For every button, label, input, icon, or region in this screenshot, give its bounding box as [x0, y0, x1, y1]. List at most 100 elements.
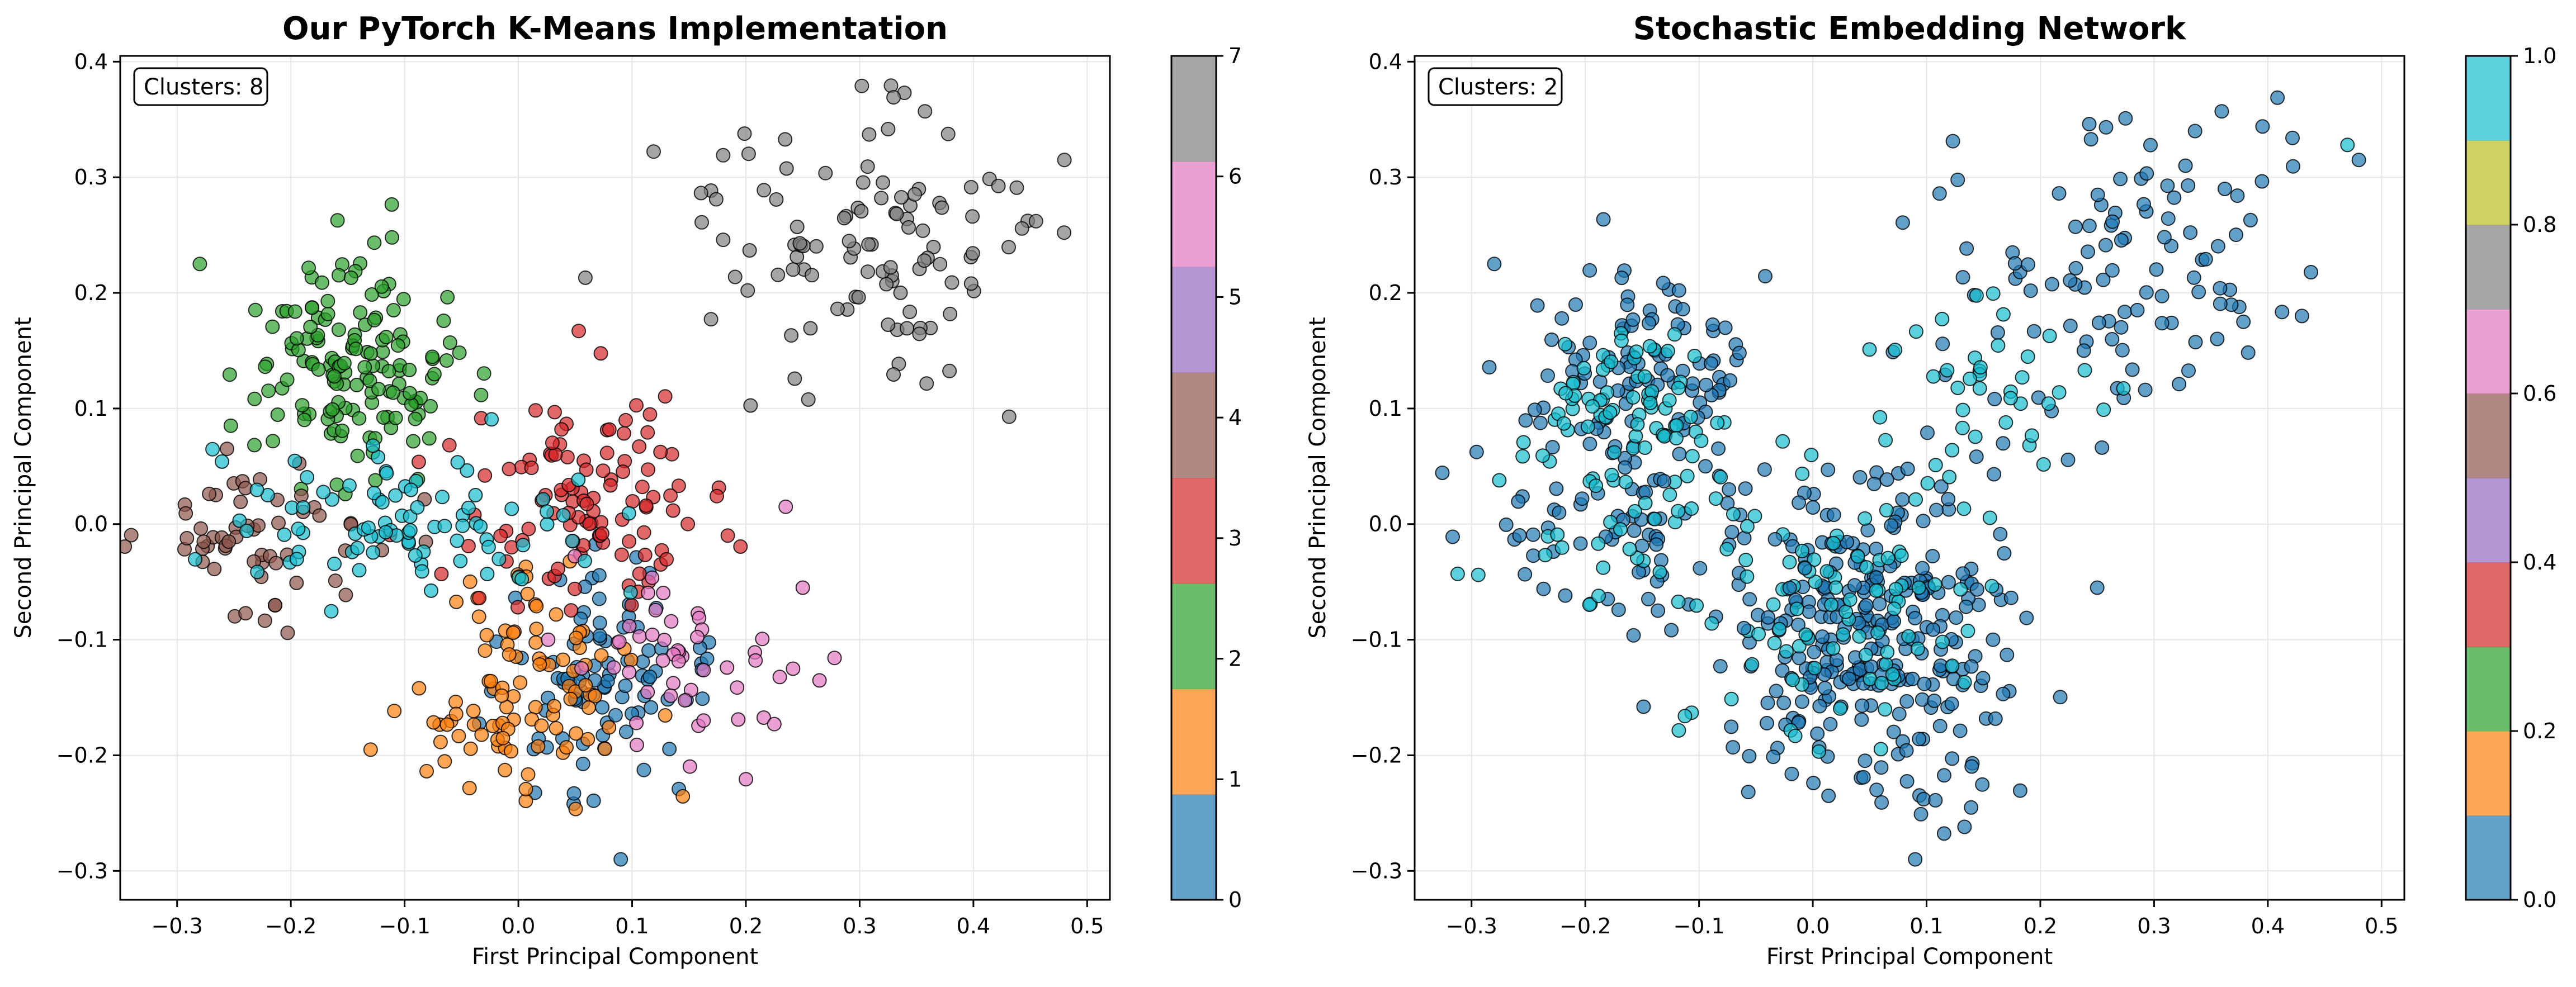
data-point: [1991, 338, 2006, 353]
x-tick-label: 0.4: [2251, 914, 2285, 938]
data-point: [1927, 693, 1942, 708]
data-point: [202, 486, 217, 501]
data-point: [325, 402, 340, 417]
data-point: [862, 127, 877, 142]
data-point: [271, 515, 286, 530]
data-point: [1662, 487, 1677, 502]
data-point: [1628, 429, 1643, 444]
data-point: [641, 643, 656, 658]
data-point: [1908, 492, 1923, 507]
data-point: [196, 534, 211, 549]
data-point: [1607, 445, 1622, 460]
data-point: [1769, 684, 1784, 699]
data-point: [474, 727, 489, 742]
data-point: [222, 367, 237, 382]
data-point: [410, 500, 425, 515]
data-point: [1611, 602, 1626, 618]
data-point: [1987, 467, 2002, 482]
data-point: [495, 730, 511, 746]
data-point: [569, 630, 584, 646]
data-point: [1855, 698, 1870, 713]
data-point: [944, 275, 959, 290]
data-point: [349, 377, 364, 392]
data-point: [682, 759, 697, 774]
data-point: [1873, 410, 1888, 425]
data-point: [352, 411, 367, 426]
data-point: [476, 366, 491, 381]
data-point: [327, 369, 342, 384]
data-point: [1880, 644, 1895, 659]
data-point: [1671, 723, 1686, 738]
data-point: [363, 742, 378, 757]
data-point: [1826, 507, 1841, 523]
data-point: [1641, 591, 1656, 606]
data-point: [437, 754, 452, 769]
data-point: [1719, 542, 1734, 557]
data-point: [1647, 511, 1662, 526]
data-point: [2063, 273, 2078, 288]
data-point: [408, 411, 423, 426]
data-point: [379, 330, 394, 344]
data-point: [502, 462, 517, 477]
data-point: [367, 312, 382, 328]
data-point: [854, 78, 869, 93]
data-point: [678, 693, 692, 708]
data-point: [1672, 447, 1687, 462]
colorbar-band: [1171, 689, 1216, 795]
colorbar-band: [2466, 647, 2511, 732]
data-point: [1934, 479, 1949, 494]
data-point: [1852, 470, 1868, 485]
data-point: [1669, 431, 1684, 445]
colorbar-tick-label: 0.6: [2523, 381, 2556, 406]
data-point: [178, 506, 193, 521]
data-point: [549, 721, 564, 735]
data-point: [442, 335, 457, 350]
data-point: [2139, 166, 2154, 181]
x-tick-label: 0.3: [2137, 914, 2171, 938]
data-point: [2243, 212, 2258, 227]
chart-title: Stochastic Embedding Network: [1633, 11, 2187, 47]
data-point: [616, 464, 631, 479]
colorbar-tick-label: 0.8: [2523, 212, 2556, 237]
data-point: [1742, 749, 1757, 763]
data-point: [934, 200, 949, 215]
data-point: [1711, 441, 1726, 456]
data-point: [564, 603, 579, 618]
data-point: [854, 204, 869, 219]
data-point: [2114, 233, 2129, 248]
data-point: [648, 602, 663, 618]
data-point: [1794, 694, 1809, 709]
data-point: [2042, 329, 2057, 343]
data-point: [621, 506, 636, 521]
data-point: [963, 180, 979, 194]
data-point: [594, 526, 609, 541]
data-point: [481, 539, 496, 554]
data-point: [1689, 598, 1704, 613]
data-point: [1726, 506, 1741, 521]
data-point: [412, 681, 427, 696]
data-point: [1975, 777, 1990, 792]
data-point: [287, 304, 302, 319]
data-point: [779, 161, 794, 176]
data-point: [1582, 436, 1597, 452]
x-tick-label: −0.2: [1559, 914, 1611, 938]
data-point: [622, 619, 637, 634]
data-point: [1899, 774, 1915, 789]
data-point: [2026, 324, 2041, 339]
data-point: [658, 389, 673, 404]
data-point: [551, 561, 565, 576]
data-point: [675, 789, 691, 804]
data-point: [1960, 623, 1975, 638]
data-point: [2000, 647, 2015, 662]
data-point: [1596, 212, 1611, 227]
data-point: [1512, 528, 1527, 543]
data-point: [505, 625, 521, 640]
data-point: [223, 418, 238, 433]
data-point: [335, 423, 349, 438]
data-point: [1487, 257, 1502, 272]
data-point: [1920, 425, 1935, 440]
data-point: [1758, 269, 1773, 284]
data-point: [1527, 402, 1542, 417]
data-point: [2213, 296, 2228, 311]
y-tick-label: −0.2: [56, 743, 108, 767]
